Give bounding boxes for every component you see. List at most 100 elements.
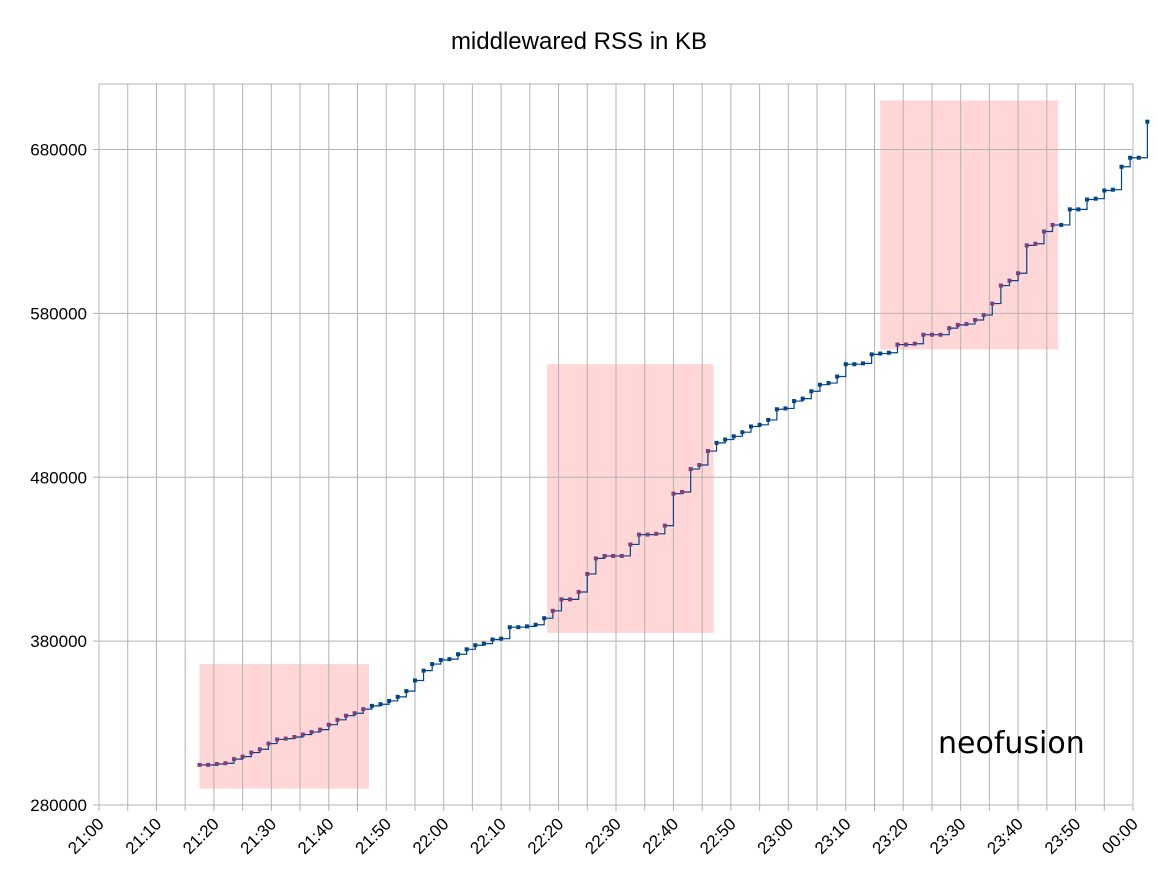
data-point <box>671 491 676 496</box>
data-point <box>714 440 719 445</box>
data-point <box>1110 187 1115 192</box>
data-point <box>223 761 228 766</box>
data-point <box>1007 278 1012 283</box>
data-point <box>559 597 564 602</box>
annotation-text: neofusion <box>938 726 1085 761</box>
data-point <box>602 553 607 558</box>
data-point <box>740 430 745 435</box>
highlight-region-1 <box>199 664 369 789</box>
data-point <box>585 571 590 576</box>
data-point <box>369 703 374 708</box>
data-point <box>654 531 659 536</box>
data-point <box>843 362 848 367</box>
data-point <box>912 341 917 346</box>
x-tick-label: 22:20 <box>524 814 568 858</box>
y-tick-label: 680000 <box>30 141 87 160</box>
data-point <box>524 624 529 629</box>
data-point <box>266 741 271 746</box>
x-tick-label: 23:30 <box>926 814 970 858</box>
data-point <box>990 301 995 306</box>
data-point <box>645 532 650 537</box>
data-point <box>335 717 340 722</box>
data-point <box>938 332 943 337</box>
data-point <box>533 622 538 627</box>
data-point <box>326 722 331 727</box>
y-tick-label: 280000 <box>30 796 87 815</box>
data-point <box>809 389 814 394</box>
data-point <box>257 747 262 752</box>
x-tick-label: 23:50 <box>1041 814 1085 858</box>
data-point <box>1059 222 1064 227</box>
data-point <box>430 662 435 667</box>
x-tick-label: 21:00 <box>64 814 108 858</box>
data-point <box>421 668 426 673</box>
data-point <box>473 643 478 648</box>
data-point <box>1136 155 1141 160</box>
data-point <box>516 625 521 630</box>
data-point <box>886 350 891 355</box>
data-point <box>507 625 512 630</box>
data-point <box>542 616 547 621</box>
data-point <box>1076 207 1081 212</box>
data-point <box>973 317 978 322</box>
data-point <box>447 657 452 662</box>
data-point <box>981 313 986 318</box>
data-point <box>723 437 728 442</box>
data-point <box>792 399 797 404</box>
data-point <box>1050 222 1055 227</box>
data-point <box>955 322 960 327</box>
data-point <box>878 351 883 356</box>
data-point <box>705 449 710 454</box>
data-point <box>998 283 1003 288</box>
x-tick-label: 22:00 <box>409 814 453 858</box>
data-point <box>481 641 486 646</box>
data-point <box>361 707 366 712</box>
data-point <box>748 424 753 429</box>
data-point <box>921 332 926 337</box>
data-point <box>1041 229 1046 234</box>
data-point <box>817 382 822 387</box>
data-point <box>1085 197 1090 202</box>
y-tick-label: 380000 <box>30 632 87 651</box>
data-point <box>352 711 357 716</box>
data-point <box>568 597 573 602</box>
x-tick-label: 21:20 <box>179 814 223 858</box>
data-point <box>895 342 900 347</box>
x-tick-label: 21:10 <box>122 814 166 858</box>
data-point <box>438 657 443 662</box>
data-point <box>490 637 495 642</box>
x-tick-label: 22:40 <box>639 814 683 858</box>
data-point <box>1067 207 1072 212</box>
data-point <box>826 381 831 386</box>
data-point <box>550 608 555 613</box>
data-point <box>197 762 202 767</box>
data-point <box>283 736 288 741</box>
data-point <box>300 732 305 737</box>
y-tick-label: 580000 <box>30 304 87 323</box>
data-point <box>964 322 969 327</box>
data-point <box>576 589 581 594</box>
data-point <box>214 762 219 767</box>
data-point <box>344 713 349 718</box>
x-tick-label: 22:50 <box>696 814 740 858</box>
x-tick-label: 22:30 <box>581 814 625 858</box>
x-tick-label: 21:50 <box>352 814 396 858</box>
data-point <box>628 542 633 547</box>
x-tick-label: 23:00 <box>754 814 798 858</box>
data-point <box>783 406 788 411</box>
data-point <box>1024 243 1029 248</box>
data-point <box>456 652 461 657</box>
data-point <box>869 352 874 357</box>
y-tick-label: 480000 <box>30 468 87 487</box>
data-point <box>947 326 952 331</box>
data-point <box>688 467 693 472</box>
data-point <box>378 702 383 707</box>
data-point <box>206 762 211 767</box>
data-point <box>395 694 400 699</box>
highlight-region-3 <box>880 100 1059 350</box>
data-point <box>835 374 840 379</box>
x-tick-label: 23:20 <box>869 814 913 858</box>
data-point <box>593 556 598 561</box>
data-point <box>464 647 469 652</box>
